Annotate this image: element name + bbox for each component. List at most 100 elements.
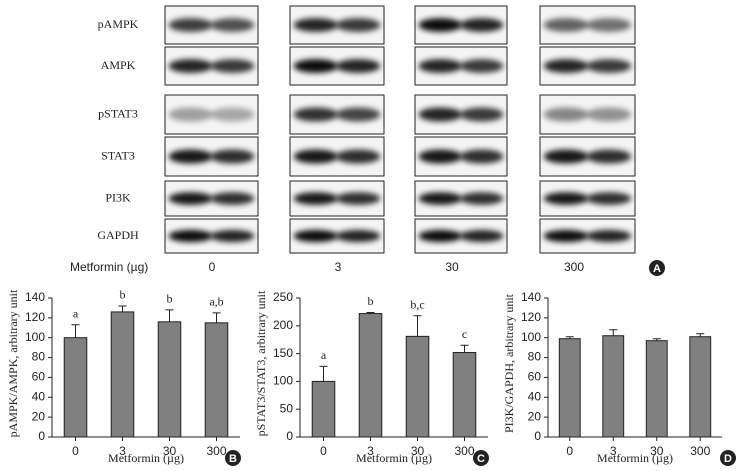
bar xyxy=(558,338,581,438)
significance-label: b,c xyxy=(410,298,424,312)
band xyxy=(586,18,632,32)
band xyxy=(543,59,589,73)
band xyxy=(293,192,339,205)
error-bar xyxy=(366,311,375,314)
band xyxy=(293,229,339,243)
band xyxy=(543,192,589,205)
x-tick-label: 300 xyxy=(454,444,474,458)
band xyxy=(459,18,504,32)
band xyxy=(335,107,381,122)
error-bar xyxy=(413,315,422,337)
y-tick-label: 40 xyxy=(32,389,46,403)
y-axis-label: pAMPK/AMPK, arbitrary unit xyxy=(6,289,20,437)
y-tick-label: 0 xyxy=(38,429,45,443)
error-bar xyxy=(460,344,469,353)
x-axis-label: Metformin (µg) xyxy=(108,451,184,465)
band xyxy=(543,18,589,32)
y-axis-label: pSTAT3/STAT3, arbitrary unit xyxy=(254,290,268,436)
bar xyxy=(689,336,712,438)
significance-label: b xyxy=(167,292,173,306)
band xyxy=(168,192,213,205)
y-tick-label: 50 xyxy=(280,401,294,415)
row-label: pAMPK xyxy=(98,17,139,31)
significance-label: a xyxy=(321,348,327,362)
y-tick-label: 250 xyxy=(273,290,293,304)
y-tick-label: 200 xyxy=(273,318,293,332)
y-tick-label: 60 xyxy=(32,370,46,384)
bar xyxy=(110,311,135,438)
band xyxy=(210,229,255,243)
band xyxy=(543,229,589,243)
y-tick-label: 140 xyxy=(25,290,45,304)
row-label: STAT3 xyxy=(101,148,135,162)
y-axis-label: PI3K/GAPDH, arbitrary unit xyxy=(502,293,516,433)
error-bar xyxy=(696,333,705,337)
bar xyxy=(157,321,182,438)
y-tick-label: 140 xyxy=(521,290,541,304)
x-tick-label: 3 xyxy=(119,444,126,458)
x-tick-label: 3 xyxy=(367,444,374,458)
bar xyxy=(204,322,229,438)
x-tick-label: 0 xyxy=(72,444,79,458)
row-label: PI3K xyxy=(105,190,131,204)
y-tick-label: 40 xyxy=(528,389,542,403)
band xyxy=(459,192,504,205)
band xyxy=(586,192,632,205)
band xyxy=(293,149,339,164)
error-bar xyxy=(165,309,174,322)
y-tick-label: 100 xyxy=(273,374,293,388)
panel-badge xyxy=(473,450,489,466)
dose-label: 3 xyxy=(335,260,342,274)
row-label: pSTAT3 xyxy=(98,106,138,120)
dose-label: 0 xyxy=(209,260,216,274)
error-bar xyxy=(71,324,80,338)
band xyxy=(459,149,504,164)
y-tick-label: 20 xyxy=(32,409,46,423)
error-bar xyxy=(565,336,574,339)
band xyxy=(210,149,255,164)
significance-label: c xyxy=(462,327,467,341)
panel-letter: A xyxy=(653,263,661,275)
band xyxy=(459,107,504,122)
y-tick-label: 60 xyxy=(528,370,542,384)
band xyxy=(210,59,255,73)
y-tick-label: 80 xyxy=(528,350,542,364)
band xyxy=(168,107,213,122)
band xyxy=(418,107,463,122)
panel-badge xyxy=(225,450,241,466)
significance-label: a xyxy=(73,307,79,321)
band xyxy=(168,149,213,164)
y-tick-label: 120 xyxy=(521,310,541,324)
band xyxy=(168,59,213,73)
x-tick-label: 0 xyxy=(566,444,573,458)
x-tick-label: 30 xyxy=(411,444,425,458)
band xyxy=(293,107,339,122)
band xyxy=(335,229,381,243)
band xyxy=(335,18,381,32)
dose-label: 300 xyxy=(564,260,584,274)
band xyxy=(418,192,463,205)
band xyxy=(293,18,339,32)
y-tick-label: 20 xyxy=(528,409,542,423)
y-tick-label: 80 xyxy=(32,350,46,364)
significance-label: b xyxy=(368,294,374,308)
row-label: GAPDH xyxy=(97,228,139,242)
dose-label: 30 xyxy=(445,260,459,274)
dose-axis-label: Metformin (µg) xyxy=(70,260,148,274)
bar xyxy=(645,340,668,438)
band xyxy=(335,59,381,73)
y-tick-label: 0 xyxy=(286,429,293,443)
x-tick-label: 3 xyxy=(610,444,617,458)
band xyxy=(586,229,632,243)
x-tick-label: 30 xyxy=(163,444,177,458)
band xyxy=(459,229,504,243)
y-tick-label: 150 xyxy=(273,346,293,360)
bar xyxy=(452,351,477,438)
band xyxy=(418,149,463,164)
band xyxy=(210,192,255,205)
x-axis-label: Metformin (µg) xyxy=(356,451,432,465)
error-bar xyxy=(609,329,618,336)
error-bar xyxy=(319,365,328,382)
significance-label: b xyxy=(120,288,126,302)
